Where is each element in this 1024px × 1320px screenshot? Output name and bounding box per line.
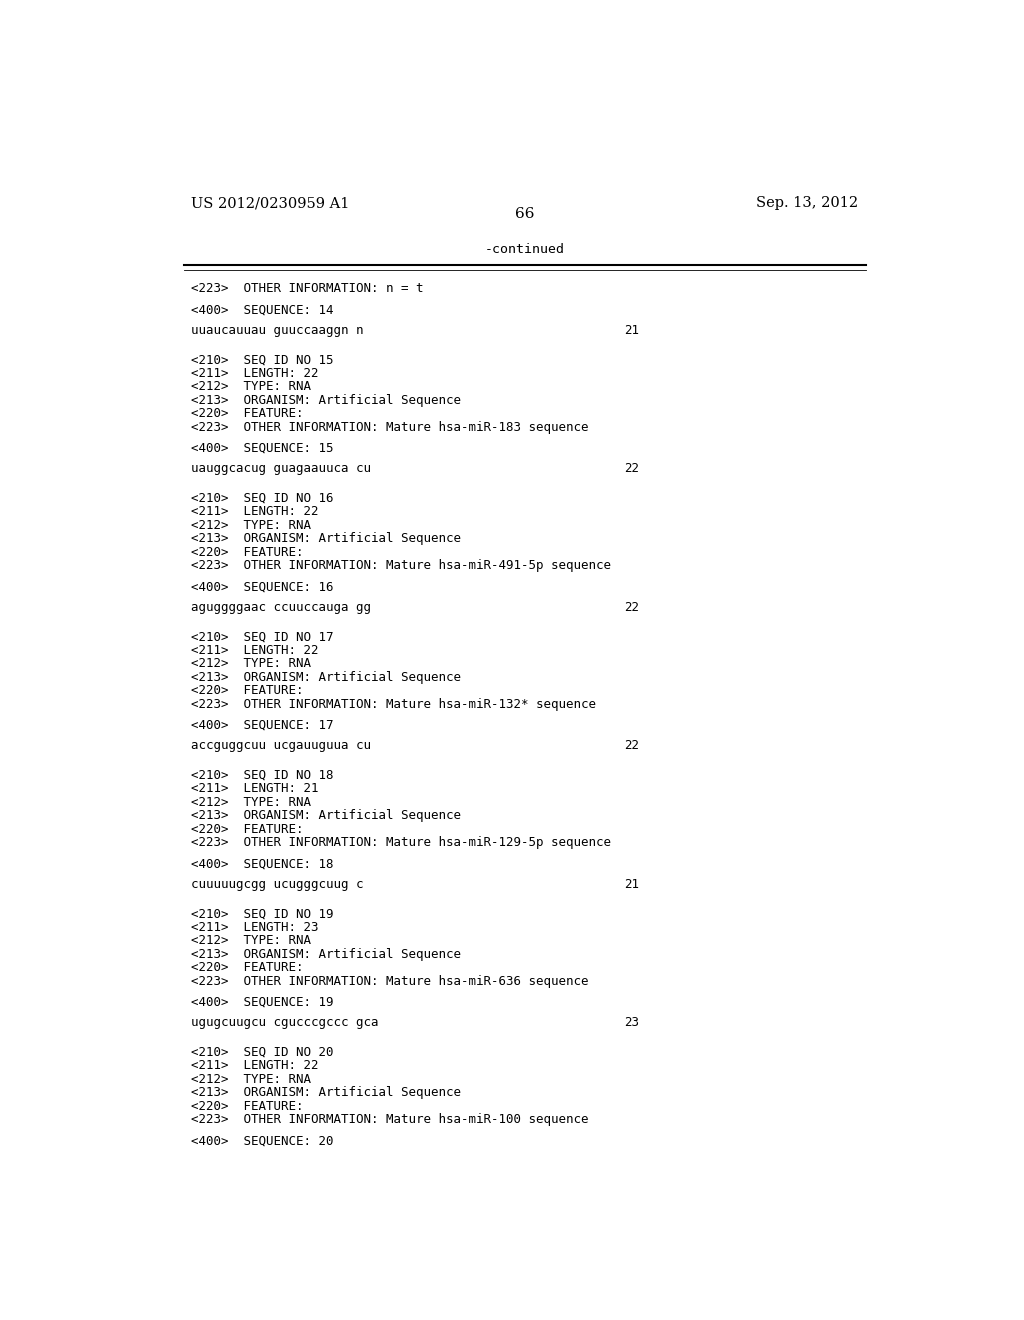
- Text: <213>  ORGANISM: Artificial Sequence: <213> ORGANISM: Artificial Sequence: [191, 1086, 462, 1100]
- Text: <211>  LENGTH: 22: <211> LENGTH: 22: [191, 367, 319, 380]
- Text: <213>  ORGANISM: Artificial Sequence: <213> ORGANISM: Artificial Sequence: [191, 532, 462, 545]
- Text: cuuuuugcgg ucugggcuug c: cuuuuugcgg ucugggcuug c: [191, 878, 364, 891]
- Text: <212>  TYPE: RNA: <212> TYPE: RNA: [191, 1073, 311, 1085]
- Text: <210>  SEQ ID NO 17: <210> SEQ ID NO 17: [191, 630, 334, 643]
- Text: 23: 23: [624, 1016, 639, 1030]
- Text: accguggcuu ucgauuguua cu: accguggcuu ucgauuguua cu: [191, 739, 372, 752]
- Text: 22: 22: [624, 601, 639, 614]
- Text: <223>  OTHER INFORMATION: Mature hsa-miR-183 sequence: <223> OTHER INFORMATION: Mature hsa-miR-…: [191, 421, 589, 434]
- Text: uuaucauuau guuccaaggn n: uuaucauuau guuccaaggn n: [191, 323, 364, 337]
- Text: <400>  SEQUENCE: 17: <400> SEQUENCE: 17: [191, 719, 334, 731]
- Text: -continued: -continued: [484, 243, 565, 256]
- Text: aguggggaac ccuuccauga gg: aguggggaac ccuuccauga gg: [191, 601, 372, 614]
- Text: 66: 66: [515, 207, 535, 222]
- Text: <213>  ORGANISM: Artificial Sequence: <213> ORGANISM: Artificial Sequence: [191, 948, 462, 961]
- Text: <220>  FEATURE:: <220> FEATURE:: [191, 545, 304, 558]
- Text: <211>  LENGTH: 22: <211> LENGTH: 22: [191, 644, 319, 656]
- Text: <210>  SEQ ID NO 16: <210> SEQ ID NO 16: [191, 492, 334, 504]
- Text: <223>  OTHER INFORMATION: Mature hsa-miR-129-5p sequence: <223> OTHER INFORMATION: Mature hsa-miR-…: [191, 836, 611, 849]
- Text: <223>  OTHER INFORMATION: Mature hsa-miR-100 sequence: <223> OTHER INFORMATION: Mature hsa-miR-…: [191, 1113, 589, 1126]
- Text: <210>  SEQ ID NO 19: <210> SEQ ID NO 19: [191, 907, 334, 920]
- Text: <220>  FEATURE:: <220> FEATURE:: [191, 961, 304, 974]
- Text: <212>  TYPE: RNA: <212> TYPE: RNA: [191, 519, 311, 532]
- Text: <400>  SEQUENCE: 14: <400> SEQUENCE: 14: [191, 304, 334, 317]
- Text: <210>  SEQ ID NO 18: <210> SEQ ID NO 18: [191, 768, 334, 781]
- Text: 21: 21: [624, 878, 639, 891]
- Text: <400>  SEQUENCE: 19: <400> SEQUENCE: 19: [191, 995, 334, 1008]
- Text: <212>  TYPE: RNA: <212> TYPE: RNA: [191, 935, 311, 946]
- Text: <213>  ORGANISM: Artificial Sequence: <213> ORGANISM: Artificial Sequence: [191, 809, 462, 822]
- Text: uauggcacug guagaauuca cu: uauggcacug guagaauuca cu: [191, 462, 372, 475]
- Text: <223>  OTHER INFORMATION: Mature hsa-miR-491-5p sequence: <223> OTHER INFORMATION: Mature hsa-miR-…: [191, 560, 611, 573]
- Text: <212>  TYPE: RNA: <212> TYPE: RNA: [191, 380, 311, 393]
- Text: Sep. 13, 2012: Sep. 13, 2012: [756, 195, 858, 210]
- Text: <220>  FEATURE:: <220> FEATURE:: [191, 1100, 304, 1113]
- Text: <210>  SEQ ID NO 20: <210> SEQ ID NO 20: [191, 1045, 334, 1059]
- Text: 22: 22: [624, 462, 639, 475]
- Text: ugugcuugcu cgucccgccc gca: ugugcuugcu cgucccgccc gca: [191, 1016, 379, 1030]
- Text: <211>  LENGTH: 22: <211> LENGTH: 22: [191, 506, 319, 519]
- Text: <223>  OTHER INFORMATION: Mature hsa-miR-132* sequence: <223> OTHER INFORMATION: Mature hsa-miR-…: [191, 698, 597, 710]
- Text: <400>  SEQUENCE: 18: <400> SEQUENCE: 18: [191, 857, 334, 870]
- Text: <220>  FEATURE:: <220> FEATURE:: [191, 684, 304, 697]
- Text: <220>  FEATURE:: <220> FEATURE:: [191, 408, 304, 420]
- Text: <213>  ORGANISM: Artificial Sequence: <213> ORGANISM: Artificial Sequence: [191, 393, 462, 407]
- Text: <212>  TYPE: RNA: <212> TYPE: RNA: [191, 796, 311, 809]
- Text: US 2012/0230959 A1: US 2012/0230959 A1: [191, 195, 350, 210]
- Text: 22: 22: [624, 739, 639, 752]
- Text: <211>  LENGTH: 23: <211> LENGTH: 23: [191, 920, 319, 933]
- Text: <210>  SEQ ID NO 15: <210> SEQ ID NO 15: [191, 354, 334, 367]
- Text: <223>  OTHER INFORMATION: n = t: <223> OTHER INFORMATION: n = t: [191, 282, 424, 296]
- Text: <400>  SEQUENCE: 16: <400> SEQUENCE: 16: [191, 581, 334, 594]
- Text: <211>  LENGTH: 21: <211> LENGTH: 21: [191, 783, 319, 795]
- Text: 21: 21: [624, 323, 639, 337]
- Text: <400>  SEQUENCE: 15: <400> SEQUENCE: 15: [191, 442, 334, 455]
- Text: <400>  SEQUENCE: 20: <400> SEQUENCE: 20: [191, 1134, 334, 1147]
- Text: <220>  FEATURE:: <220> FEATURE:: [191, 822, 304, 836]
- Text: <211>  LENGTH: 22: <211> LENGTH: 22: [191, 1059, 319, 1072]
- Text: <223>  OTHER INFORMATION: Mature hsa-miR-636 sequence: <223> OTHER INFORMATION: Mature hsa-miR-…: [191, 974, 589, 987]
- Text: <212>  TYPE: RNA: <212> TYPE: RNA: [191, 657, 311, 671]
- Text: <213>  ORGANISM: Artificial Sequence: <213> ORGANISM: Artificial Sequence: [191, 671, 462, 684]
